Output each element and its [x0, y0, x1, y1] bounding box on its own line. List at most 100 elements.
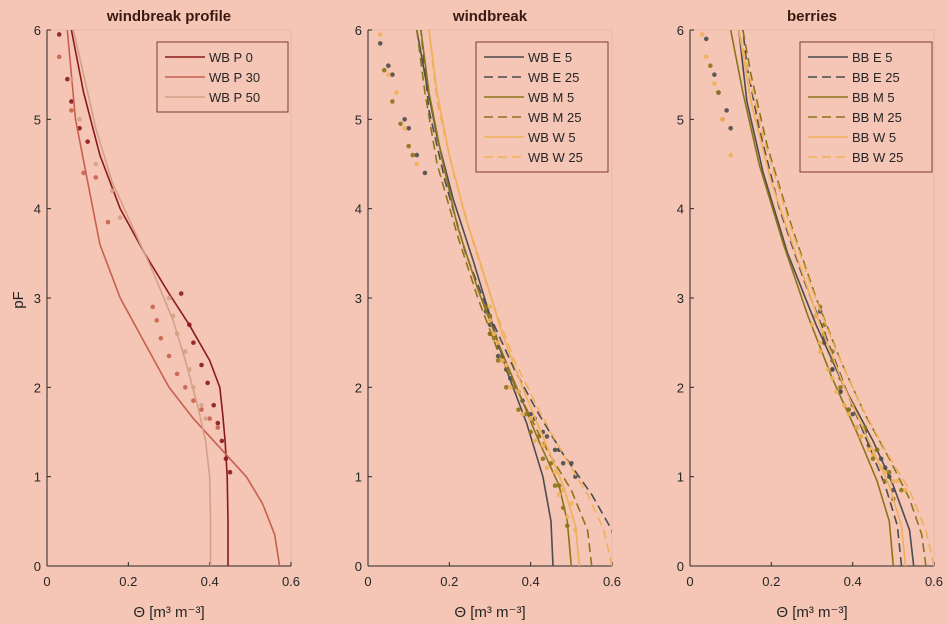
data-point	[560, 487, 566, 493]
data-point	[402, 125, 407, 131]
data-point	[834, 389, 839, 395]
legend-label: WB P 50	[209, 90, 260, 105]
data-point	[211, 402, 217, 408]
data-point	[528, 429, 533, 435]
data-point	[899, 487, 904, 493]
y-tick-label: 4	[34, 202, 41, 217]
data-point	[381, 67, 387, 73]
data-point	[495, 340, 501, 345]
data-point	[406, 143, 411, 149]
data-point	[728, 125, 733, 131]
data-point	[870, 456, 876, 462]
y-tick-label: 5	[34, 112, 41, 127]
data-point	[895, 478, 900, 484]
data-point	[903, 487, 908, 493]
data-point	[573, 474, 578, 479]
data-point	[182, 349, 188, 354]
legend-box	[475, 41, 609, 173]
data-point	[191, 398, 196, 404]
y-tick-label: 2	[355, 380, 362, 395]
data-point	[491, 331, 497, 337]
legend-label: WB M 25	[528, 110, 581, 125]
data-point	[703, 54, 709, 60]
x-tick-label: 0.6	[282, 574, 300, 589]
series-line	[742, 30, 903, 566]
series-line	[72, 30, 212, 566]
data-point	[182, 385, 188, 390]
data-point	[886, 469, 892, 475]
legend-label: WB P 30	[209, 70, 260, 85]
data-point	[703, 36, 709, 42]
data-point	[552, 469, 558, 475]
data-point	[93, 161, 99, 167]
chart-title: berries	[787, 8, 837, 25]
x-tick-label: 0	[364, 574, 371, 589]
y-tick-label: 6	[34, 23, 41, 38]
data-point	[846, 411, 851, 417]
data-point	[414, 161, 420, 167]
chart-panel-2: windbreak 0 1 2 3 4 5 6 0 0.2 0.4 0.6 Θ [m³ m⁻³] WB E…	[355, 8, 621, 621]
data-point	[825, 367, 831, 372]
chart-panel-1: windbreak profile 0 1 2 3 4 5 6 0 0.2 0.4 0.6 Θ [m³ …	[10, 8, 300, 621]
data-point	[215, 420, 221, 426]
data-point	[386, 72, 391, 77]
data-point	[77, 125, 82, 131]
y-tick-label: 3	[677, 291, 684, 306]
series-line	[66, 30, 281, 566]
y-tick-label: 0	[355, 559, 362, 574]
data-point	[503, 385, 509, 390]
data-point	[199, 362, 204, 368]
x-tick-label: 0.4	[201, 574, 219, 589]
chart-panel-3: berries 0 1 2 3 4 5 6 0 0.2 0.4 0.6 Θ [m³ m⁻³] BB E 5…	[677, 8, 943, 621]
data-point	[487, 318, 493, 323]
y-tick-label: 1	[34, 470, 41, 485]
y-tick-label: 5	[677, 112, 684, 127]
legend-label: BB E 25	[852, 70, 900, 85]
data-point	[406, 125, 411, 131]
y-tick-label: 6	[677, 23, 684, 38]
data-point	[150, 304, 156, 310]
data-point	[524, 411, 529, 417]
data-point	[117, 215, 123, 220]
data-point	[817, 340, 823, 345]
data-point	[205, 380, 210, 386]
data-point	[487, 313, 493, 319]
plot-data	[377, 30, 612, 566]
data-point	[69, 108, 74, 113]
data-point	[520, 411, 525, 417]
data-point	[65, 76, 70, 82]
data-point	[544, 434, 550, 439]
legend-label: BB E 5	[852, 50, 892, 65]
data-point	[166, 353, 172, 359]
x-axis-label: Θ [m³ m⁻³]	[776, 604, 847, 621]
data-point	[495, 358, 501, 363]
data-point	[564, 514, 570, 520]
data-point	[491, 335, 497, 341]
data-point	[105, 219, 111, 225]
data-point	[503, 362, 509, 368]
data-point	[174, 371, 180, 377]
y-tick-label: 3	[34, 291, 41, 306]
series-line	[738, 30, 907, 566]
data-point	[414, 152, 420, 158]
y-tick-label: 5	[355, 112, 362, 127]
x-tick-label: 0.2	[762, 574, 780, 589]
y-tick-label: 3	[355, 291, 362, 306]
data-point	[191, 340, 196, 345]
data-point	[842, 402, 847, 408]
data-point	[528, 411, 533, 417]
data-point	[712, 72, 717, 77]
x-axis-label: Θ [m³ m⁻³]	[133, 604, 204, 621]
data-point	[487, 304, 493, 310]
data-point	[499, 358, 505, 363]
legend-label: WB P 0	[209, 50, 253, 65]
data-point	[838, 385, 843, 390]
data-point	[830, 367, 835, 372]
data-point	[858, 434, 864, 439]
data-point	[552, 483, 558, 488]
series-line	[416, 30, 593, 566]
data-point	[109, 188, 115, 194]
data-point	[85, 139, 90, 144]
y-tick-label: 6	[355, 23, 362, 38]
data-point	[821, 340, 827, 345]
